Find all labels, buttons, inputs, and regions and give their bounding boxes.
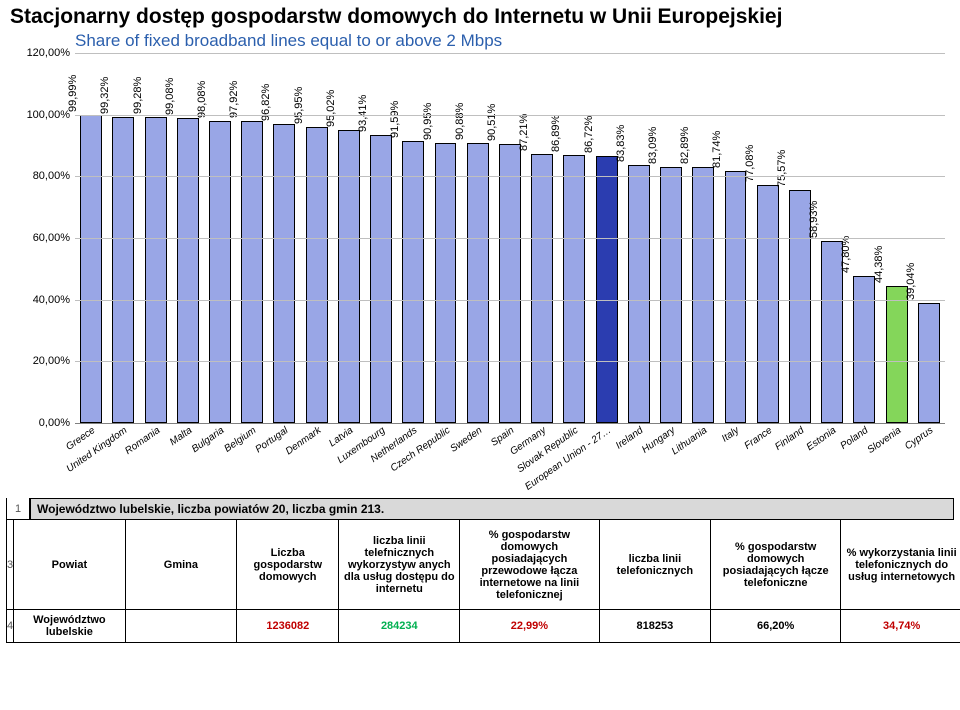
bar — [757, 185, 779, 423]
bar — [628, 165, 650, 423]
bar — [660, 167, 682, 423]
bar-value-label: 95,95% — [293, 87, 305, 124]
table-data-cell: 818253 — [600, 610, 712, 643]
table-data-row: 4Województwo lubelskie 123608228423422,99… — [6, 610, 954, 643]
bar-value-label: 99,32% — [99, 76, 111, 113]
bar-value-label: 99,08% — [164, 77, 176, 114]
bar — [80, 115, 102, 423]
bar — [692, 167, 714, 423]
grid-line — [75, 53, 945, 54]
bar-value-label: 86,89% — [550, 115, 562, 152]
grid-line — [75, 361, 945, 362]
x-axis-labels: GreeceUnited KingdomRomaniaMaltaBulgaria… — [75, 425, 945, 485]
bar — [725, 171, 747, 423]
table-header-row: 3PowiatGminaLiczba gospodarstw domowychl… — [6, 520, 954, 610]
table-header-cell: liczba linii telefnicznych wykorzystyw a… — [339, 520, 460, 610]
bar-value-label: 98,08% — [196, 80, 208, 117]
bar-value-label: 97,92% — [228, 81, 240, 118]
chart-title: Stacjonarny dostęp gospodarstw domowych … — [0, 0, 960, 29]
table-data-cell: Województwo lubelskie — [14, 610, 126, 643]
data-table: 1 Województwo lubelskie, liczba powiatów… — [0, 498, 960, 643]
bar — [853, 276, 875, 423]
y-axis-tick: 120,00% — [20, 47, 70, 59]
bar-value-label: 39,04% — [905, 262, 917, 299]
bar-value-label: 47,80% — [840, 235, 852, 272]
bar — [435, 143, 457, 423]
table-data-cell: 22,99% — [460, 610, 599, 643]
table-header-cell: % wykorzystania linii telefonicznych do … — [841, 520, 960, 610]
bar-value-label: 99,28% — [131, 77, 143, 114]
y-axis-tick: 40,00% — [20, 294, 70, 306]
bar — [596, 156, 618, 423]
bar-value-label: 83,83% — [615, 124, 627, 161]
bar — [112, 117, 134, 423]
bar-value-label: 44,38% — [873, 246, 885, 283]
bar — [886, 286, 908, 423]
table-header-cell: % gospodarstw domowych posiadających prz… — [460, 520, 599, 610]
bar-chart: 99,99% 99,32% 99,28% 99,08% 98,08% 97,92% 96,8… — [20, 53, 950, 468]
bar-value-label: 83,09% — [647, 127, 659, 164]
row-index: 3 — [6, 520, 14, 610]
table-header-cell: Powiat — [14, 520, 126, 610]
bar — [402, 141, 424, 423]
bar — [467, 143, 489, 423]
y-axis-tick: 80,00% — [20, 170, 70, 182]
table-data-cell: 284234 — [339, 610, 460, 643]
x-axis-label: Italy — [720, 425, 741, 445]
bar — [145, 117, 167, 423]
table-caption: Województwo lubelskie, liczba powiatów 2… — [30, 498, 954, 520]
bar-value-label: 81,74% — [711, 131, 723, 168]
bar-value-label: 90,51% — [486, 104, 498, 141]
table-header-cell: % gospodarstw domowych posiadających łąc… — [711, 520, 841, 610]
bar-value-label: 93,41% — [357, 95, 369, 132]
bar — [499, 144, 521, 423]
bar-value-label: 86,72% — [583, 115, 595, 152]
bar-value-label: 58,93% — [808, 201, 820, 238]
table-data-cell — [126, 610, 238, 643]
table-header-cell: liczba linii telefonicznych — [600, 520, 712, 610]
grid-line — [75, 238, 945, 239]
table-data-cell: 1236082 — [237, 610, 339, 643]
bar — [370, 135, 392, 423]
bar — [241, 121, 263, 423]
plot-area: 99,99%99,32%99,28%99,08%98,08%97,92%96,8… — [75, 53, 945, 423]
bar — [563, 155, 585, 423]
bar — [209, 121, 231, 423]
grid-line — [75, 300, 945, 301]
bar — [531, 154, 553, 423]
bar-value-label: 75,57% — [776, 150, 788, 187]
table-data-cell: 66,20% — [711, 610, 841, 643]
bar-value-label: 91,59% — [389, 100, 401, 137]
bar-value-label: 99,99% — [67, 74, 79, 111]
bar — [273, 124, 295, 423]
bar — [177, 118, 199, 423]
bar-value-label: 96,82% — [260, 84, 272, 121]
bar-value-label: 87,21% — [518, 114, 530, 151]
table-header-cell: Liczba gospodarstw domowych — [237, 520, 339, 610]
y-axis-tick: 60,00% — [20, 232, 70, 244]
grid-line — [75, 176, 945, 177]
chart-subtitle: Share of fixed broadband lines equal to … — [0, 29, 960, 51]
table-header-cell: Gmina — [126, 520, 238, 610]
grid-line — [75, 115, 945, 116]
bar-value-label: 90,88% — [454, 102, 466, 139]
bar-value-label: 82,89% — [679, 127, 691, 164]
y-axis-tick: 20,00% — [20, 355, 70, 367]
page: { "title": "Stacjonarny dostęp gospodars… — [0, 0, 960, 710]
y-axis-tick: 100,00% — [20, 109, 70, 121]
row-index: 4 — [6, 610, 14, 643]
table-data-cell: 34,74% — [841, 610, 960, 643]
bar-value-label: 95,02% — [325, 90, 337, 127]
bar — [338, 130, 360, 423]
bar — [918, 303, 940, 423]
y-axis-tick: 0,00% — [20, 417, 70, 429]
row-index: 1 — [6, 498, 30, 520]
bar-value-label: 90,95% — [421, 102, 433, 139]
bar — [306, 127, 328, 423]
